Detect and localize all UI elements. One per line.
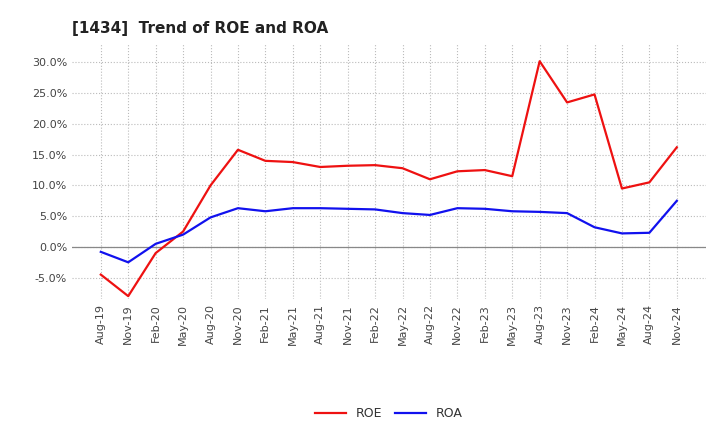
ROA [151, 241, 160, 246]
ROE [124, 293, 132, 299]
ROE [179, 229, 187, 234]
ROA [261, 209, 270, 214]
ROA [371, 207, 379, 212]
ROE [563, 100, 572, 105]
ROE [590, 92, 599, 97]
ROE [343, 163, 352, 169]
ROA [206, 215, 215, 220]
ROE [426, 176, 434, 182]
ROE [316, 165, 325, 170]
ROA [645, 230, 654, 235]
ROE [206, 183, 215, 188]
ROE [371, 162, 379, 168]
ROE [645, 180, 654, 185]
ROA [672, 198, 681, 203]
ROA [289, 205, 297, 211]
ROA [233, 205, 242, 211]
ROE [289, 159, 297, 165]
ROE [672, 145, 681, 150]
ROA [590, 224, 599, 230]
ROA [508, 209, 516, 214]
ROE [618, 186, 626, 191]
ROA [536, 209, 544, 215]
ROE [233, 147, 242, 152]
ROA [124, 260, 132, 265]
ROA [618, 231, 626, 236]
ROE [508, 173, 516, 179]
ROA [563, 210, 572, 216]
ROE [261, 158, 270, 164]
Legend: ROE, ROA: ROE, ROA [310, 403, 468, 425]
ROA [96, 249, 105, 254]
ROA [179, 232, 187, 237]
ROA [398, 210, 407, 216]
ROA [316, 205, 325, 211]
ROE [536, 59, 544, 64]
ROA [480, 206, 489, 212]
ROA [453, 205, 462, 211]
ROE [480, 168, 489, 173]
ROE [96, 272, 105, 277]
ROE [398, 165, 407, 171]
ROE [151, 250, 160, 256]
ROA [343, 206, 352, 212]
Text: [1434]  Trend of ROE and ROA: [1434] Trend of ROE and ROA [72, 21, 328, 36]
Line: ROE: ROE [101, 61, 677, 296]
ROE [453, 169, 462, 174]
ROA [426, 213, 434, 218]
Line: ROA: ROA [101, 201, 677, 262]
